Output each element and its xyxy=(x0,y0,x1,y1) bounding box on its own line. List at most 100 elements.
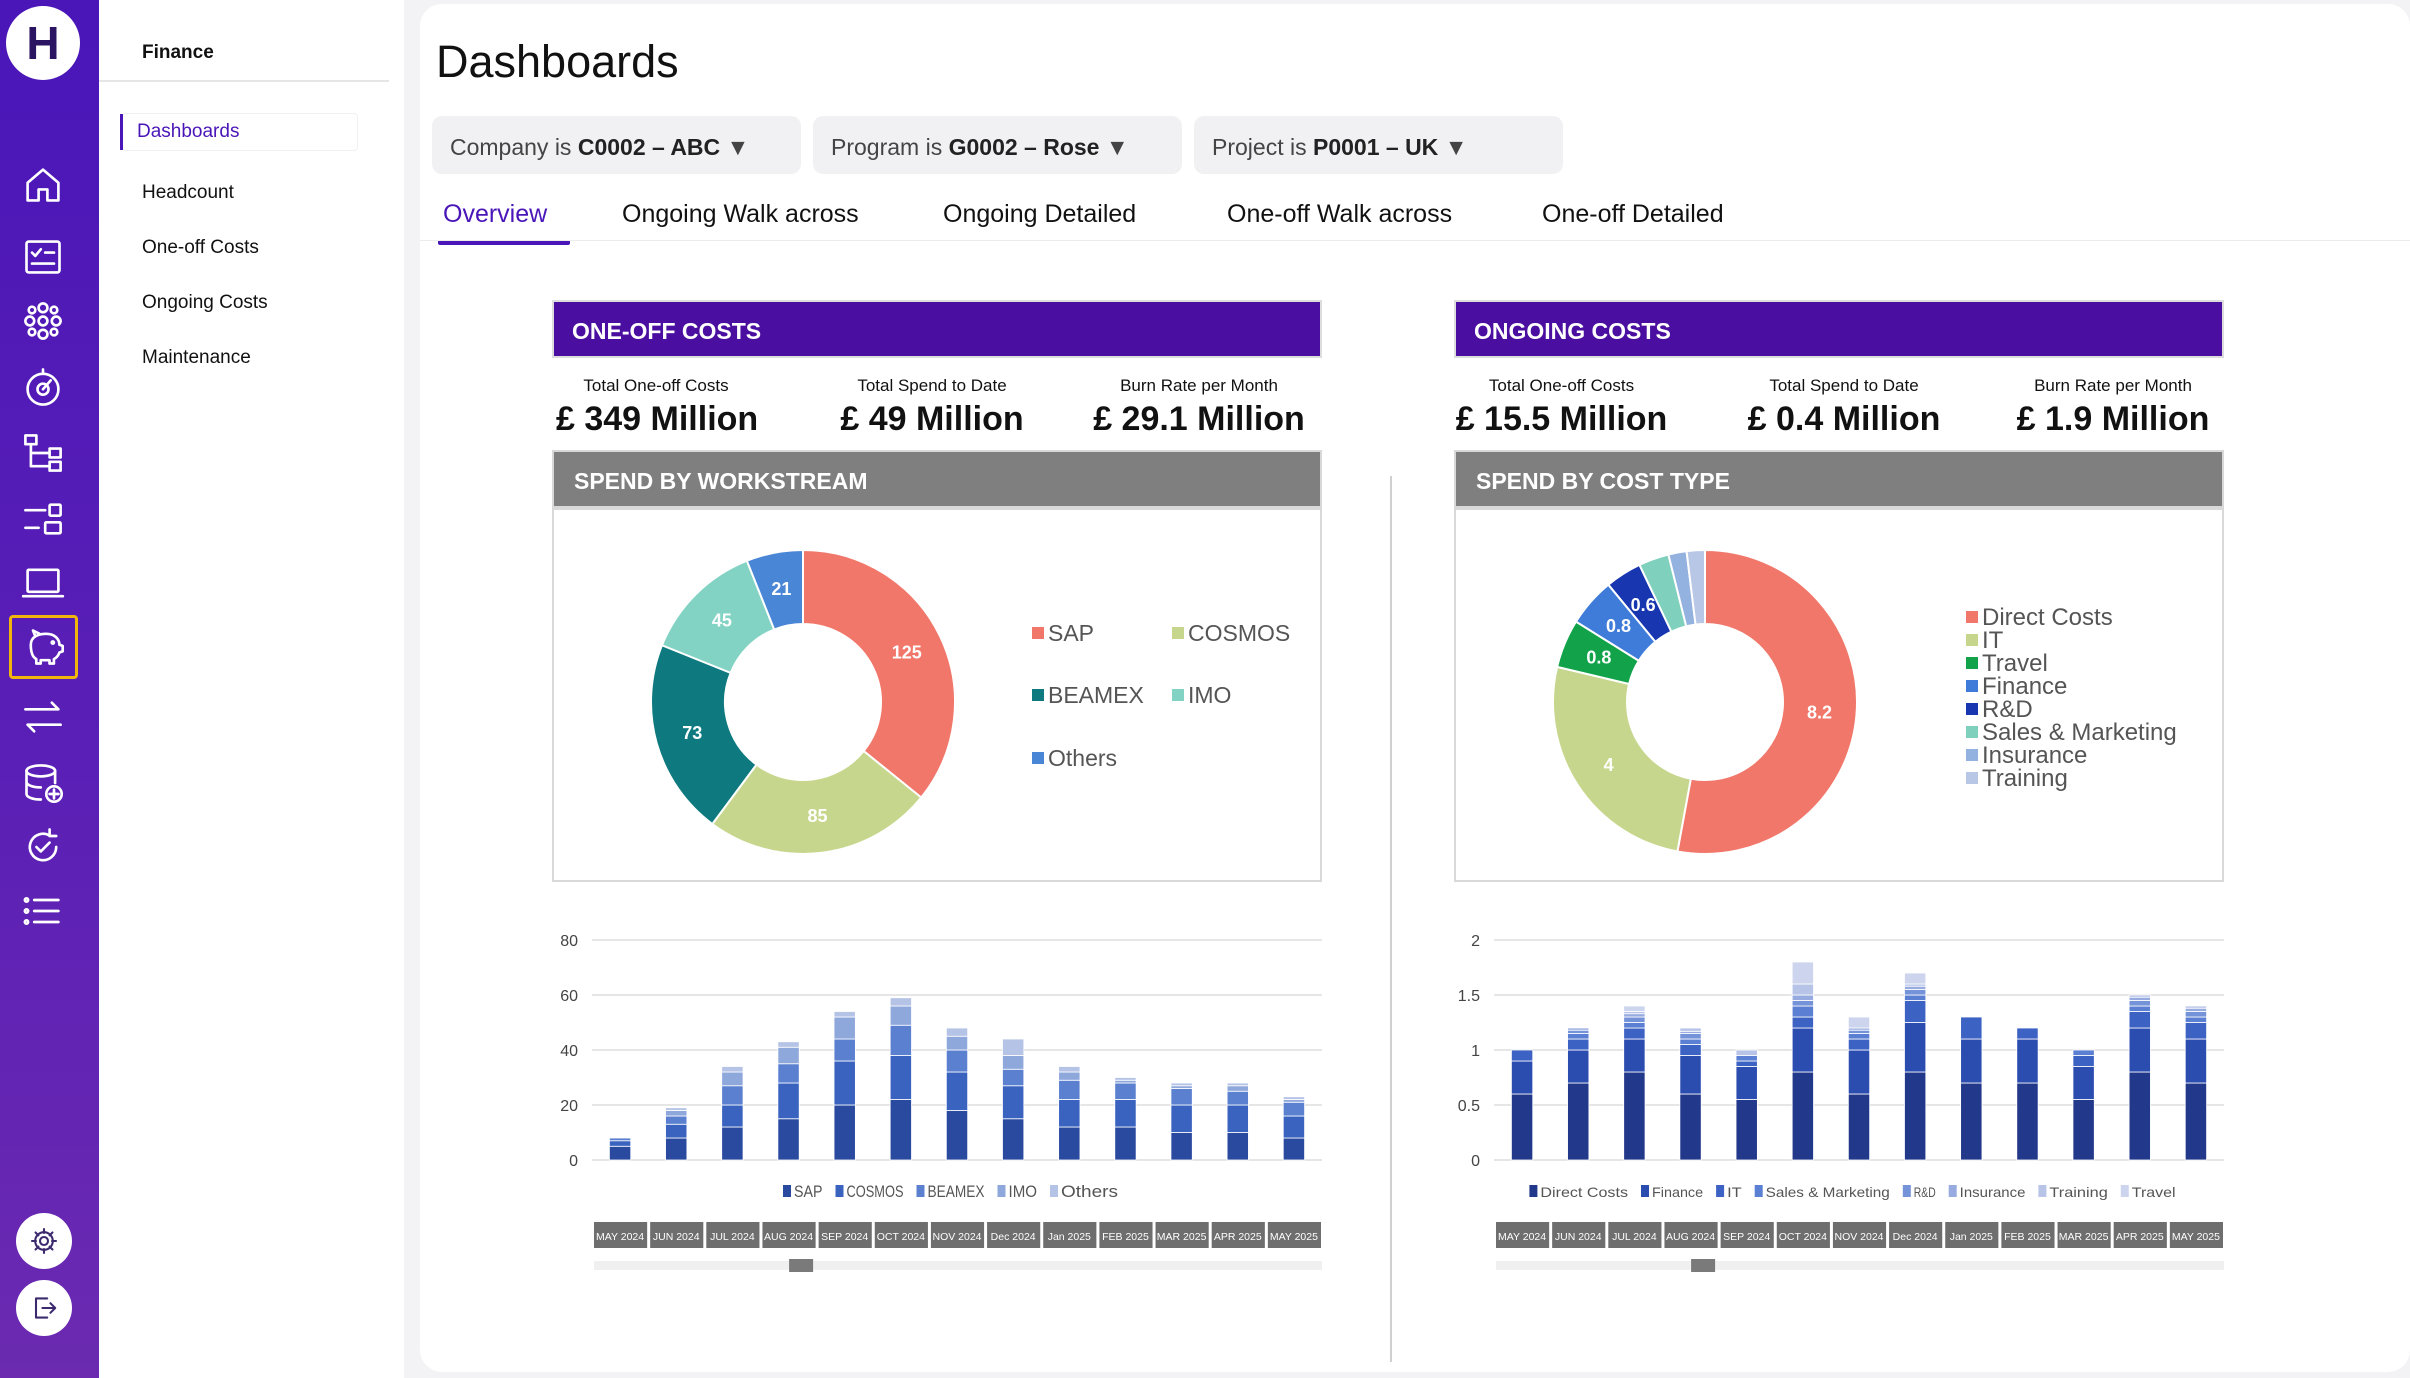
kpi-value: £ 1.9 Million xyxy=(2016,400,2210,438)
category-strip xyxy=(1211,1222,1265,1248)
bar-segment-imo xyxy=(777,1046,800,1065)
bar-segment-travel xyxy=(1847,1016,1871,1029)
legend-item-insurance: Insurance xyxy=(1966,744,2087,768)
bar-segment-others xyxy=(1282,1096,1305,1100)
donut-data-label: 85 xyxy=(807,806,827,826)
bar-segment-r-d xyxy=(2128,1000,2151,1007)
bar-segment-beamex xyxy=(833,1038,856,1062)
app-logo[interactable]: H xyxy=(6,6,80,80)
settings-icon[interactable] xyxy=(16,1213,72,1269)
bar-segment-sap xyxy=(777,1118,800,1161)
piggy-bank-icon[interactable] xyxy=(9,615,78,679)
bar-segment-travel xyxy=(1623,1005,1646,1012)
legend-label: IMO xyxy=(1188,682,1232,708)
kpi-label: Total One-off Costs xyxy=(583,376,729,395)
bar-segment-it xyxy=(2184,1022,2207,1040)
y-tick-label: 1 xyxy=(1471,1043,1480,1060)
subnav-item-ongoing-costs[interactable]: Ongoing Costs xyxy=(142,292,268,313)
bar-segment-direct-costs xyxy=(1960,1082,1983,1161)
bar-segment-r-d xyxy=(1623,1016,1646,1023)
tab-ongoing-detailed[interactable]: Ongoing Detailed xyxy=(943,200,1137,228)
legend-swatch xyxy=(2120,1185,2129,1197)
tab-one-off-walk-across[interactable]: One-off Walk across xyxy=(1227,200,1453,228)
bar-segment-r-d xyxy=(1679,1033,1702,1040)
bar-segment-finance xyxy=(1511,1060,1534,1095)
hierarchy-icon[interactable] xyxy=(16,426,70,480)
project-filter[interactable]: Project is P0001 – UK ▼ xyxy=(1194,116,1563,174)
bar-segment-others xyxy=(945,1027,969,1037)
chart-scrollbar-thumb[interactable] xyxy=(789,1259,814,1272)
legend-label-it: IT xyxy=(1727,1184,1742,1200)
bar-segment-cosmos xyxy=(945,1071,969,1111)
subnav-item-maintenance[interactable]: Maintenance xyxy=(142,347,251,368)
x-tick-label: MAR 2025 xyxy=(2059,1231,2109,1243)
chart-scrollbar[interactable] xyxy=(594,1261,1322,1270)
subnav-item-one-off-costs[interactable]: One-off Costs xyxy=(142,237,259,258)
bar-segment-sales-marketing xyxy=(1791,1005,1814,1018)
category-strip xyxy=(594,1222,648,1248)
bar-segment-insurance xyxy=(1904,985,1927,990)
bar-segment-imo xyxy=(1170,1085,1193,1089)
bar-segment-finance xyxy=(1791,1027,1814,1073)
bar-segment-others xyxy=(1170,1082,1193,1087)
bar-segment-finance xyxy=(2016,1038,2039,1084)
home-icon[interactable] xyxy=(16,158,70,212)
transfer-icon[interactable] xyxy=(16,690,70,744)
company-filter[interactable]: Company is C0002 – ABC ▼ xyxy=(432,116,801,174)
bar-segment-travel xyxy=(1791,961,1814,985)
program-filter[interactable]: Program is G0002 – Rose ▼ xyxy=(813,116,1182,174)
x-tick-label: MAR 2025 xyxy=(1157,1231,1207,1243)
subnav-item-headcount[interactable]: Headcount xyxy=(142,182,234,203)
filters-icon[interactable] xyxy=(16,492,70,546)
subnav-item-dashboards[interactable]: Dashboards xyxy=(120,114,357,150)
x-tick-label: FEB 2025 xyxy=(2004,1231,2051,1243)
bar-segment-it xyxy=(1735,1060,1758,1067)
bar-segment-sales-marketing xyxy=(1847,1033,1871,1040)
laptop-icon[interactable] xyxy=(16,556,70,610)
bar-segment-imo xyxy=(889,1005,912,1026)
cost-type-bar-chart: 0 0.5 1 1.5 2 MAY 2024 JUN 2024 JUL 2024 AUG 202… xyxy=(1454,920,2254,1300)
legend-label-training: Training xyxy=(2049,1184,2107,1200)
legend-label: Training xyxy=(1982,765,2068,792)
bar-segment-direct-costs xyxy=(1735,1099,1758,1161)
logo-letter: H xyxy=(26,17,60,69)
legend-label: Others xyxy=(1048,745,1118,771)
bar-segment-direct-costs xyxy=(1623,1071,1646,1161)
bar-segment-r-d xyxy=(1791,1000,1814,1007)
category-strip xyxy=(1496,1222,1550,1248)
category-strip xyxy=(1945,1222,1999,1248)
bar-segment-beamex xyxy=(1002,1068,1025,1087)
refresh-check-icon[interactable] xyxy=(16,820,70,874)
database-add-icon[interactable] xyxy=(16,756,70,810)
tab-overview[interactable]: Overview xyxy=(443,200,548,228)
network-icon[interactable] xyxy=(16,294,70,348)
list-icon[interactable] xyxy=(16,884,70,938)
bar-segment-finance xyxy=(1567,1049,1590,1084)
bar-segment-sap xyxy=(1058,1126,1081,1161)
logout-icon[interactable] xyxy=(16,1280,72,1336)
bar-segment-direct-costs xyxy=(1847,1093,1871,1161)
legend-label: BEAMEX xyxy=(1048,682,1144,708)
category-strip xyxy=(818,1222,872,1248)
chart-scrollbar[interactable] xyxy=(1496,1261,2224,1270)
legend-item-travel: Travel xyxy=(1966,652,2048,676)
bar-segment-it xyxy=(1623,1027,1646,1040)
checklist-icon[interactable] xyxy=(16,230,70,284)
legend-item-sap: SAP xyxy=(1032,620,1094,647)
legend-swatch xyxy=(1966,702,1978,715)
donut-slice-cosmos xyxy=(710,749,923,855)
x-tick-label: OCT 2024 xyxy=(1779,1231,1827,1243)
legend-swatch xyxy=(1966,679,1978,692)
chart-scrollbar-thumb[interactable] xyxy=(1691,1259,1716,1272)
cost-type-donut-chart: 8.2 4 0.8 0.8 0.6 Direct Costs IT Travel Finance… xyxy=(1454,508,2224,882)
donut-data-label: 0.8 xyxy=(1606,616,1631,636)
x-tick-label: MAY 2025 xyxy=(1270,1231,1318,1243)
gauge-icon[interactable] xyxy=(16,360,70,414)
legend-swatch xyxy=(997,1185,1006,1197)
tab-one-off-detailed[interactable]: One-off Detailed xyxy=(1542,200,1724,228)
bar-segment-it xyxy=(2072,1055,2095,1067)
bar-segment-finance xyxy=(2184,1038,2207,1084)
tab-ongoing-walk-across[interactable]: Ongoing Walk across xyxy=(622,200,859,228)
bar-segment-sales-marketing xyxy=(1735,1055,1758,1062)
bar-segment-direct-costs xyxy=(1679,1093,1702,1161)
